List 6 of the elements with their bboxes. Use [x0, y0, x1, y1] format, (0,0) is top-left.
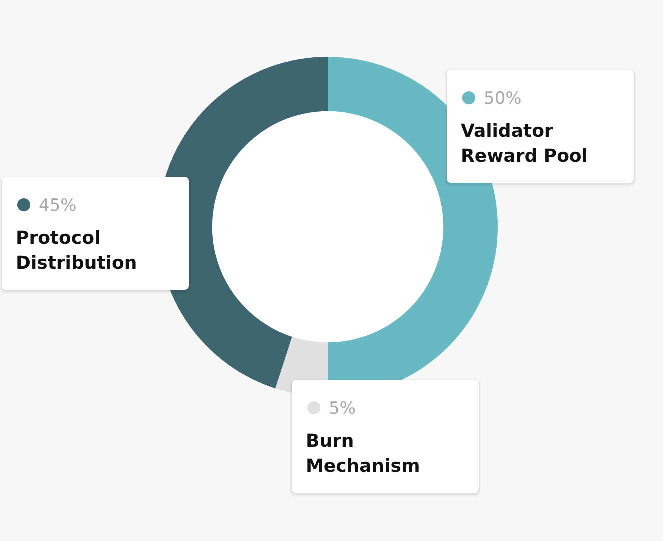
- legend-label: Protocol Distribution: [16, 228, 138, 274]
- legend-label: Validator Reward Pool: [461, 121, 588, 167]
- data-label: 45%: [39, 196, 77, 216]
- data-label: 50%: [484, 89, 522, 109]
- legend-label: Burn Mechanism: [306, 431, 420, 477]
- data-label: 5%: [329, 399, 356, 419]
